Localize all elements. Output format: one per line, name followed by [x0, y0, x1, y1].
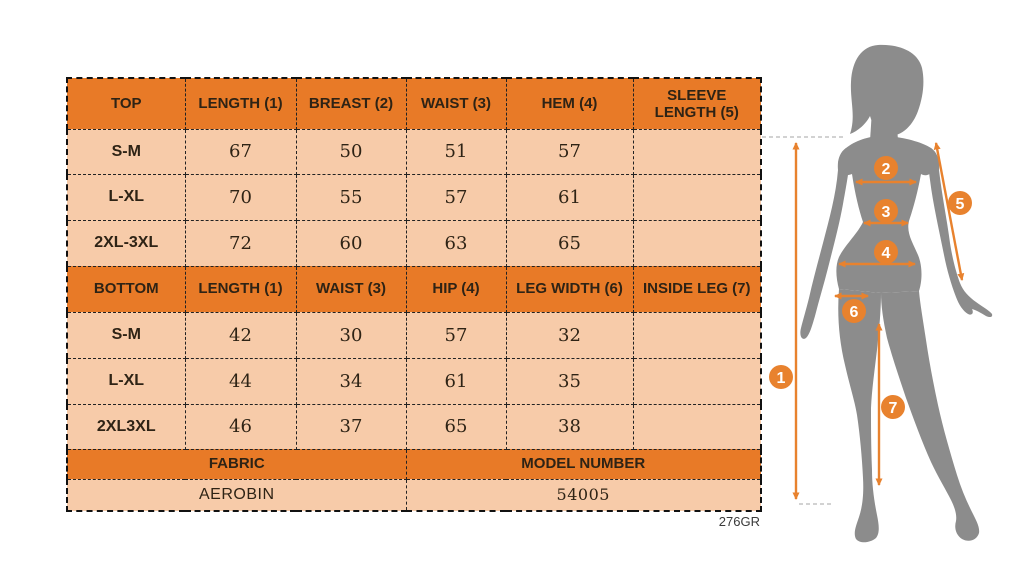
marker-4-circle: [874, 240, 898, 264]
marker-7-circle: [881, 395, 905, 419]
measurement-diagram: 1 2 3 4 5 6 7: [758, 28, 1024, 563]
value-cell: 46: [184, 403, 297, 450]
marker-5-label: 5: [956, 196, 965, 213]
model-number-label: MODEL NUMBER: [405, 448, 762, 480]
empty-cell: [632, 357, 762, 405]
marker-5-circle: [948, 191, 972, 215]
col-header-hip: HIP (4): [405, 265, 507, 313]
size-chart-table: TOP LENGTH (1) BREAST (2) WAIST (3) HEM …: [66, 77, 762, 512]
col-header-length: LENGTH (1): [184, 77, 297, 130]
top-header-row: TOP LENGTH (1) BREAST (2) WAIST (3) HEM …: [66, 77, 762, 130]
bottom-header-row: BOTTOM LENGTH (1) WAIST (3) HIP (4) LEG …: [66, 265, 762, 313]
value-cell: 51: [405, 128, 507, 175]
empty-cell: [632, 311, 762, 359]
marker-1-circle: [769, 365, 793, 389]
value-cell: 38: [505, 403, 634, 450]
weight-code-label: 276GR: [718, 514, 760, 529]
marker-3-label: 3: [882, 204, 891, 221]
value-cell: 32: [505, 311, 634, 359]
empty-cell: [632, 403, 762, 450]
fabric-value: AEROBIN: [66, 478, 407, 512]
value-cell: 57: [505, 128, 634, 175]
value-cell: 44: [184, 357, 297, 405]
empty-cell: [632, 219, 762, 267]
table-row-top-sm: S-M 67 50 51 57: [66, 128, 762, 175]
size-label: L-XL: [66, 357, 186, 405]
table-row-bottom-2xl3xl: 2XL3XL 46 37 65 38: [66, 403, 762, 450]
value-cell: 60: [295, 219, 407, 267]
col-header-breast: BREAST (2): [295, 77, 407, 130]
value-cell: 30: [295, 311, 407, 359]
marker-1-label: 1: [777, 370, 786, 387]
marker-2-label: 2: [882, 161, 891, 178]
value-cell: 72: [184, 219, 297, 267]
female-body-silhouette: [800, 44, 993, 543]
arrow-5-sleeve: [933, 142, 965, 281]
value-cell: 63: [405, 219, 507, 267]
model-number-value: 54005: [405, 478, 762, 512]
value-cell: 67: [184, 128, 297, 175]
size-label: S-M: [66, 128, 186, 175]
marker-3-circle: [874, 199, 898, 223]
size-label: L-XL: [66, 173, 186, 221]
value-cell: 65: [505, 219, 634, 267]
table-row-bottom-lxl: L-XL 44 34 61 35: [66, 357, 762, 405]
col-header-sleeve-length: SLEEVE LENGTH (5): [632, 77, 762, 130]
value-cell: 57: [405, 311, 507, 359]
marker-7-label: 7: [889, 400, 898, 417]
marker-4-label: 4: [882, 245, 891, 262]
fabric-model-value-row: AEROBIN 54005: [66, 478, 762, 512]
empty-cell: [632, 128, 762, 175]
col-header-waist: WAIST (3): [405, 77, 507, 130]
col-header-leg-width: LEG WIDTH (6): [505, 265, 634, 313]
value-cell: 35: [505, 357, 634, 405]
bottom-section-title: BOTTOM: [66, 265, 186, 313]
value-cell: 61: [405, 357, 507, 405]
fabric-model-header-row: FABRIC MODEL NUMBER: [66, 448, 762, 480]
value-cell: 61: [505, 173, 634, 221]
fabric-label: FABRIC: [66, 448, 407, 480]
marker-6-circle: [842, 299, 866, 323]
value-cell: 50: [295, 128, 407, 175]
col-header-inside-leg: INSIDE LEG (7): [632, 265, 762, 313]
table-row-top-2xl3xl: 2XL-3XL 72 60 63 65: [66, 219, 762, 267]
size-label: 2XL3XL: [66, 403, 186, 450]
value-cell: 65: [405, 403, 507, 450]
top-section-title: TOP: [66, 77, 186, 130]
col-header-waist: WAIST (3): [295, 265, 407, 313]
value-cell: 37: [295, 403, 407, 450]
col-header-length: LENGTH (1): [184, 265, 297, 313]
value-cell: 57: [405, 173, 507, 221]
marker-2-circle: [874, 156, 898, 180]
value-cell: 55: [295, 173, 407, 221]
col-header-hem: HEM (4): [505, 77, 634, 130]
value-cell: 70: [184, 173, 297, 221]
empty-cell: [632, 173, 762, 221]
size-label: 2XL-3XL: [66, 219, 186, 267]
value-cell: 42: [184, 311, 297, 359]
size-label: S-M: [66, 311, 186, 359]
table-row-bottom-sm: S-M 42 30 57 32: [66, 311, 762, 359]
table-row-top-lxl: L-XL 70 55 57 61: [66, 173, 762, 221]
value-cell: 34: [295, 357, 407, 405]
marker-6-label: 6: [850, 304, 859, 321]
